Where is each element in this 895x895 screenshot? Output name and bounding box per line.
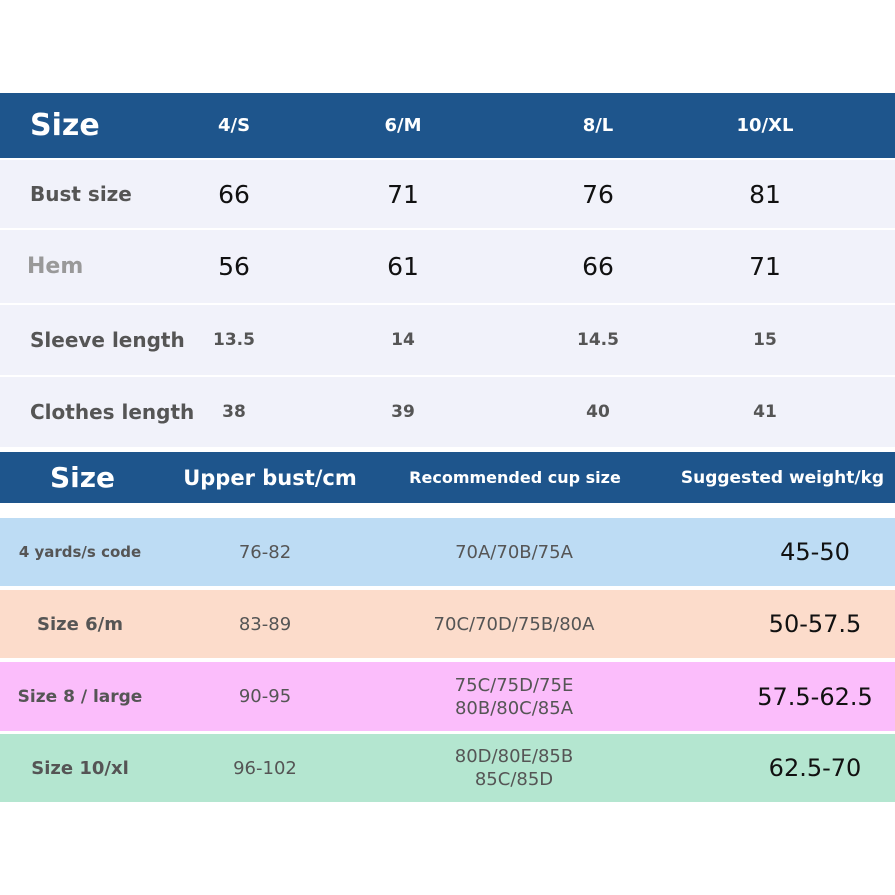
row-label: Sleeve length xyxy=(30,328,185,352)
row-label: Bust size xyxy=(30,182,132,206)
size-header: Size xyxy=(30,108,100,143)
column-header: 4/S xyxy=(217,115,251,136)
size-value: 14 xyxy=(391,330,415,350)
cup-size-line: 70C/70D/75B/80A xyxy=(433,613,595,635)
upper-bust: 90-95 xyxy=(238,686,292,707)
column-header: Upper bust/cm xyxy=(183,465,357,490)
size-label: Size 10/xl xyxy=(31,757,129,779)
size-value: 56 xyxy=(218,252,250,281)
row-band xyxy=(0,662,895,731)
column-header: Suggested weight/kg xyxy=(680,467,885,488)
size-value: 40 xyxy=(586,402,610,422)
row-band xyxy=(0,734,895,802)
upper-bust: 96-102 xyxy=(233,757,297,779)
row-band xyxy=(0,377,895,447)
cup-sizes: 70C/70D/75B/80A xyxy=(394,590,634,658)
row-label: Hem xyxy=(27,254,84,279)
size-value: 39 xyxy=(391,402,415,422)
size-label: Size 8 / large xyxy=(17,686,143,707)
cup-size-line: 75C/75D/75E xyxy=(454,674,574,696)
column-header: 6/M xyxy=(384,115,422,136)
row-label: Clothes length xyxy=(30,400,195,424)
weight: 57.5-62.5 xyxy=(757,682,873,711)
upper-bust: 76-82 xyxy=(238,541,292,563)
weight: 50-57.5 xyxy=(768,610,862,638)
row-band xyxy=(0,305,895,375)
cup-sizes: 80D/80E/85B 85C/85D xyxy=(394,734,634,802)
size-value: 71 xyxy=(387,179,419,209)
size-value: 14.5 xyxy=(577,330,619,350)
cup-size-line: 85C/85D xyxy=(474,769,554,790)
header-band xyxy=(0,452,895,503)
row-band xyxy=(0,230,895,303)
size-value: 71 xyxy=(749,252,781,281)
column-header: 10/XL xyxy=(736,115,794,136)
size-value: 81 xyxy=(749,179,781,209)
size-value: 13.5 xyxy=(213,330,255,350)
cup-sizes: 70A/70B/75A xyxy=(394,518,634,586)
size-value: 61 xyxy=(387,252,419,281)
cup-size-line: 80B/80C/85A xyxy=(454,697,574,719)
upper-bust: 83-89 xyxy=(238,613,292,635)
row-band xyxy=(0,518,895,586)
size-value: 66 xyxy=(218,179,250,209)
size-value: 66 xyxy=(582,252,614,281)
column-header: 8/L xyxy=(582,115,614,136)
size-value: 38 xyxy=(222,402,246,422)
size-value: 41 xyxy=(753,402,777,422)
size-value: 76 xyxy=(582,179,614,209)
column-header: Recommended cup size xyxy=(409,468,621,487)
header-band xyxy=(0,93,895,158)
row-band xyxy=(0,590,895,658)
size-label: Size 6/m xyxy=(37,613,123,635)
cup-size-line: 70A/70B/75A xyxy=(455,541,573,563)
cup-sizes: 75C/75D/75E 80B/80C/85A xyxy=(394,662,634,731)
size-value: 15 xyxy=(753,330,777,350)
weight: 62.5-70 xyxy=(768,754,862,782)
weight: 45-50 xyxy=(780,538,850,566)
size-label: 4 yards/s code xyxy=(18,543,142,561)
row-band xyxy=(0,160,895,228)
column-header: Size xyxy=(49,461,116,494)
cup-size-line: 80D/80E/85B xyxy=(454,746,574,767)
